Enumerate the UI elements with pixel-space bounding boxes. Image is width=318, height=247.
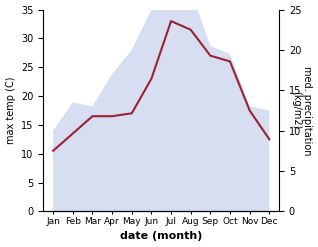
Y-axis label: med. precipitation
(kg/m2): med. precipitation (kg/m2) [291,66,313,155]
Y-axis label: max temp (C): max temp (C) [5,77,16,144]
X-axis label: date (month): date (month) [120,231,203,242]
